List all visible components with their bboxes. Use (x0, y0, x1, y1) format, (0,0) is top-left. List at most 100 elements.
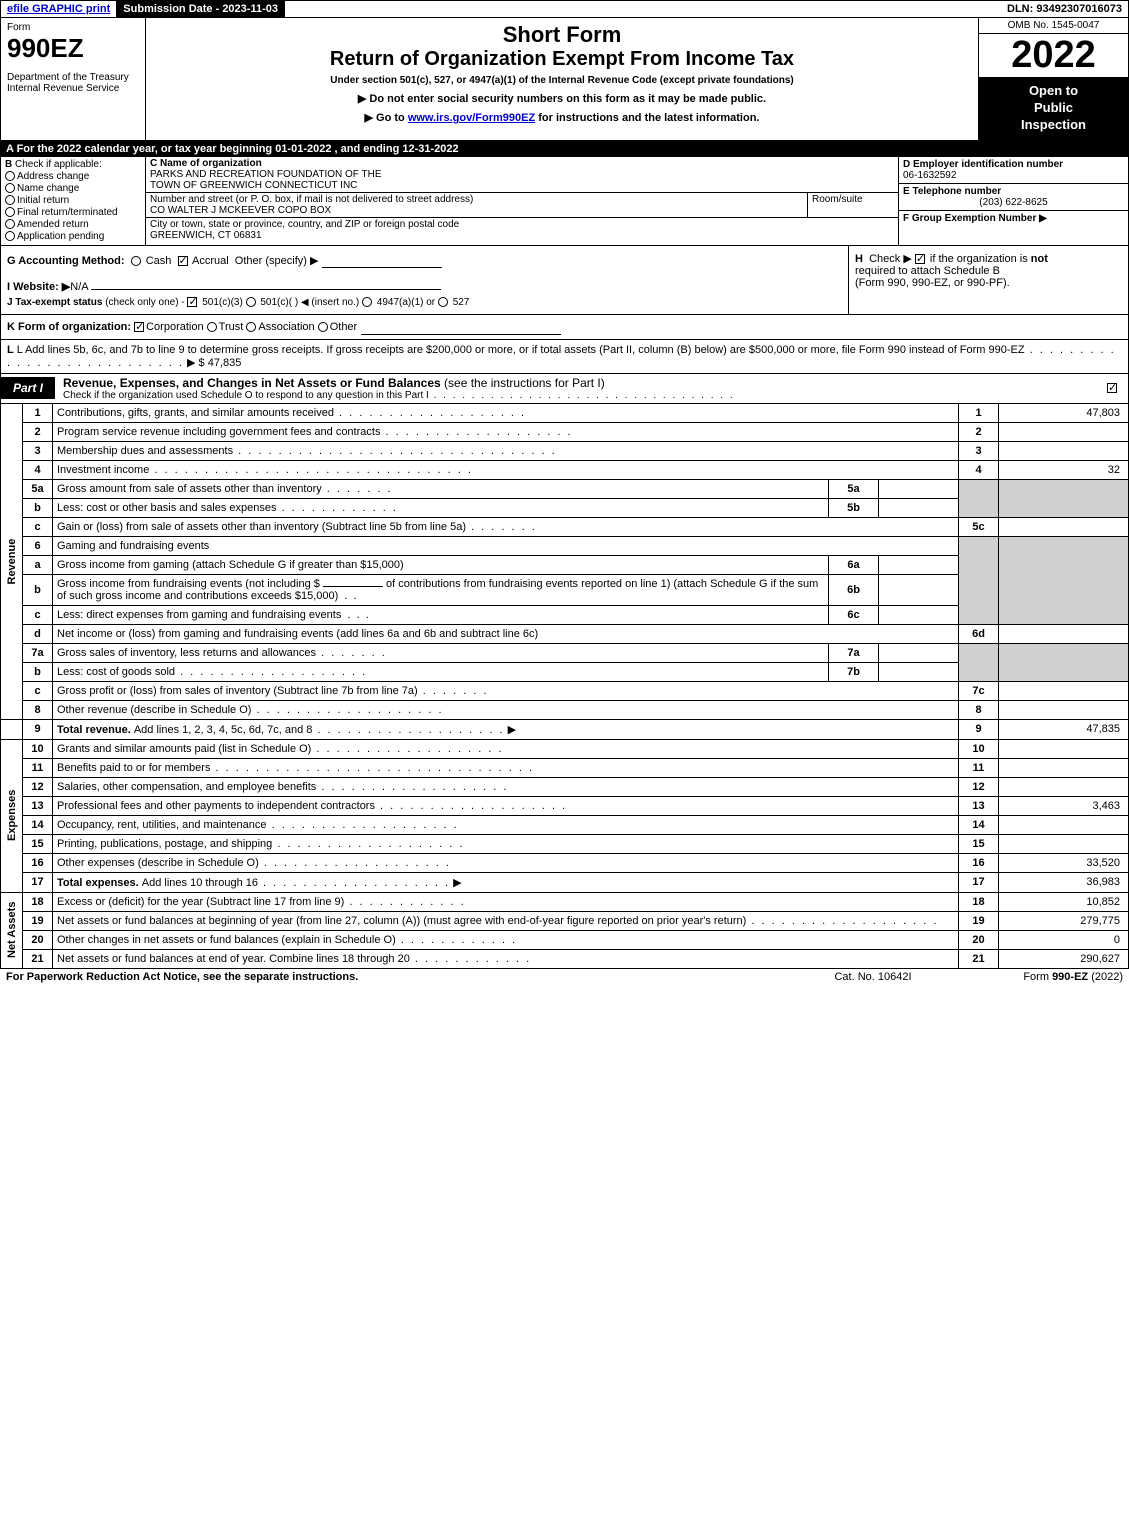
header-right: OMB No. 1545-0047 2022 Open to Public In… (978, 18, 1128, 140)
efile-link[interactable]: efile GRAPHIC print (7, 3, 110, 15)
assoc-radio[interactable] (246, 322, 256, 332)
line-10-value (999, 739, 1129, 758)
line-14: 14 Occupancy, rent, utilities, and maint… (1, 815, 1129, 834)
line-18: Net Assets 18 Excess or (deficit) for th… (1, 892, 1129, 911)
submission-date: Submission Date - 2023-11-03 (117, 1, 285, 17)
ein-value: 06-1632592 (903, 170, 1124, 181)
other-method-input[interactable] (322, 252, 442, 268)
street-header: Number and street (or P. O. box, if mail… (150, 194, 803, 205)
city-state-zip: GREENWICH, CT 06831 (150, 230, 894, 241)
section-l: L L Add lines 5b, 6c, and 7b to line 9 t… (0, 340, 1129, 374)
501c3-check[interactable] (187, 297, 197, 307)
line-16-value: 33,520 (999, 853, 1129, 872)
top-bar: efile GRAPHIC print Submission Date - 20… (0, 0, 1129, 18)
sched-b-check[interactable] (915, 254, 925, 264)
form-header: Form 990EZ Department of the Treasury In… (0, 18, 1129, 141)
ssn-warning: ▶ Do not enter social security numbers o… (154, 92, 970, 105)
check-amended[interactable]: Amended return (5, 219, 141, 230)
check-name[interactable]: Name change (5, 183, 141, 194)
header-left: Form 990EZ Department of the Treasury In… (1, 18, 146, 140)
section-k: K Form of organization: Corporation Trus… (0, 315, 1129, 340)
501c-radio[interactable] (246, 297, 256, 307)
section-i: I Website: ▶N/A (7, 280, 842, 293)
line-9: 9 Total revenue. Add lines 1, 2, 3, 4, 5… (1, 719, 1129, 739)
4947-radio[interactable] (362, 297, 372, 307)
subtitle: Under section 501(c), 527, or 4947(a)(1)… (154, 75, 970, 86)
irs-label: Internal Revenue Service (7, 83, 139, 94)
line-2: 2 Program service revenue including gove… (1, 422, 1129, 441)
omb-number: OMB No. 1545-0047 (979, 18, 1128, 34)
line-16: 16 Other expenses (describe in Schedule … (1, 853, 1129, 872)
irs-link[interactable]: www.irs.gov/Form990EZ (408, 112, 535, 124)
return-title: Return of Organization Exempt From Incom… (154, 48, 970, 71)
line-10: Expenses 10 Grants and similar amounts p… (1, 739, 1129, 758)
check-address[interactable]: Address change (5, 171, 141, 182)
other-org-input[interactable] (361, 319, 561, 335)
form-ref: Form 990-EZ (2022) (973, 971, 1123, 983)
line-1-value: 47,803 (999, 404, 1129, 423)
line-21: 21 Net assets or fund balances at end of… (1, 949, 1129, 968)
section-g: G Accounting Method: Cash Accrual Other … (1, 246, 848, 314)
e-header: E Telephone number (903, 186, 1124, 197)
line-11-value (999, 758, 1129, 777)
line-21-value: 290,627 (999, 949, 1129, 968)
line-4: 4 Investment income 4 32 (1, 460, 1129, 479)
section-gh: G Accounting Method: Cash Accrual Other … (0, 246, 1129, 315)
dln-number: DLN: 93492307016073 (1001, 1, 1128, 17)
corp-check[interactable] (134, 322, 144, 332)
line-8: 8 Other revenue (describe in Schedule O)… (1, 700, 1129, 719)
section-a-header: A For the 2022 calendar year, or tax yea… (0, 141, 1129, 157)
revenue-table: Revenue 1 Contributions, gifts, grants, … (0, 404, 1129, 969)
gross-receipts: $ 47,835 (199, 357, 242, 369)
line-2-value (999, 422, 1129, 441)
form-label: Form (7, 22, 139, 33)
line-17-value: 36,983 (999, 872, 1129, 892)
cash-radio[interactable] (131, 256, 141, 266)
line-12-value (999, 777, 1129, 796)
form-number: 990EZ (7, 33, 139, 64)
room-header: Room/suite (808, 193, 898, 217)
part-1-tab: Part I (1, 377, 55, 399)
org-name-2: TOWN OF GREENWICH CONNECTICUT INC (150, 180, 894, 191)
527-radio[interactable] (438, 297, 448, 307)
section-bcd: B Check if applicable: Address change Na… (0, 157, 1129, 246)
check-final[interactable]: Final return/terminated (5, 207, 141, 218)
line-8-value (999, 700, 1129, 719)
city-header: City or town, state or province, country… (150, 219, 894, 230)
line-7c: c Gross profit or (loss) from sales of i… (1, 681, 1129, 700)
line-13: 13 Professional fees and other payments … (1, 796, 1129, 815)
revenue-side-label: Revenue (1, 404, 23, 720)
line-1: Revenue 1 Contributions, gifts, grants, … (1, 404, 1129, 423)
other-org-radio[interactable] (318, 322, 328, 332)
line-5c-value (999, 517, 1129, 536)
line-3: 3 Membership dues and assessments 3 (1, 441, 1129, 460)
line-19: 19 Net assets or fund balances at beginn… (1, 911, 1129, 930)
line-4-value: 32 (999, 460, 1129, 479)
check-initial[interactable]: Initial return (5, 195, 141, 206)
line-6d: d Net income or (loss) from gaming and f… (1, 624, 1129, 643)
check-pending[interactable]: Application pending (5, 231, 141, 242)
line-17: 17 Total expenses. Add lines 10 through … (1, 872, 1129, 892)
line-5a: 5a Gross amount from sale of assets othe… (1, 479, 1129, 498)
section-h: H Check ▶ if the organization is not req… (848, 246, 1128, 314)
line-11: 11 Benefits paid to or for members 11 (1, 758, 1129, 777)
f-header: F Group Exemption Number ▶ (903, 213, 1124, 224)
line-18-value: 10,852 (999, 892, 1129, 911)
section-b: B Check if applicable: Address change Na… (1, 157, 146, 245)
line-6d-value (999, 624, 1129, 643)
line-3-value (999, 441, 1129, 460)
schedule-o-check[interactable] (1107, 383, 1117, 393)
accrual-check[interactable] (178, 256, 188, 266)
dept-treasury: Department of the Treasury (7, 72, 139, 83)
section-c: C Name of organization PARKS AND RECREAT… (146, 157, 898, 245)
trust-radio[interactable] (207, 322, 217, 332)
header-center: Short Form Return of Organization Exempt… (146, 18, 978, 140)
part-1-header: Part I Revenue, Expenses, and Changes in… (0, 374, 1129, 404)
line-19-value: 279,775 (999, 911, 1129, 930)
line-5c: c Gain or (loss) from sale of assets oth… (1, 517, 1129, 536)
telephone-value: (203) 622-8625 (903, 197, 1124, 208)
paperwork-notice: For Paperwork Reduction Act Notice, see … (6, 971, 773, 983)
line-14-value (999, 815, 1129, 834)
expenses-side-label: Expenses (1, 739, 23, 892)
section-j: J Tax-exempt status (check only one) - 5… (7, 297, 842, 308)
